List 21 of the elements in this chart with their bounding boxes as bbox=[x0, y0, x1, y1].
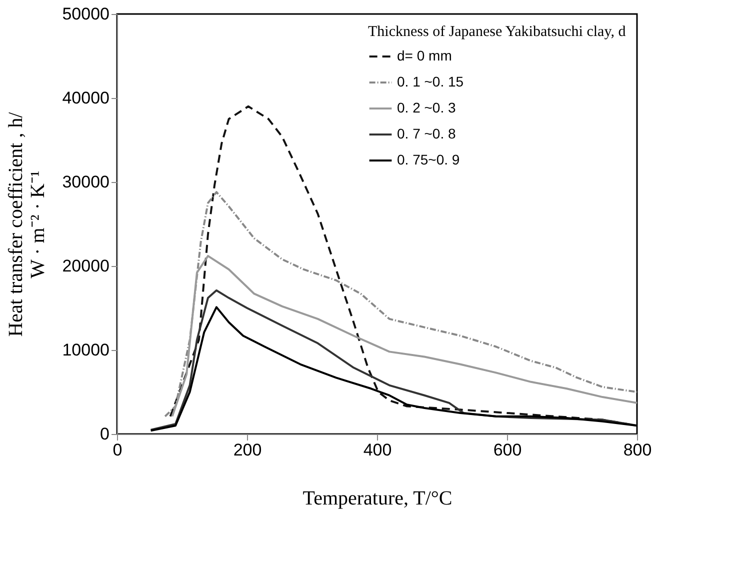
x-tick-label: 0 bbox=[112, 440, 122, 460]
y-tick-label: 30000 bbox=[62, 172, 110, 192]
x-tick-label: 200 bbox=[233, 440, 262, 460]
line-series bbox=[171, 254, 638, 418]
legend-label: d= 0 mm bbox=[397, 48, 452, 64]
legend-label: 0. 75~0. 9 bbox=[397, 152, 460, 168]
y-tick-label: 50000 bbox=[62, 4, 110, 24]
legend-label: 0. 2 ~0. 3 bbox=[397, 100, 456, 116]
y-tick-label: 0 bbox=[100, 424, 110, 444]
legend-label: 0. 1 ~0. 15 bbox=[397, 74, 464, 90]
x-tick-label: 800 bbox=[623, 440, 652, 460]
y-tick-label: 20000 bbox=[62, 256, 110, 276]
y-axis-title: Heat transfer coefficient , h/ W · m⁻² · K⁻¹ bbox=[5, 112, 50, 337]
y-tick-label: 10000 bbox=[62, 340, 110, 360]
x-tick-label: 600 bbox=[493, 440, 522, 460]
x-tick-label: 400 bbox=[363, 440, 392, 460]
legend-label: 0. 7 ~0. 8 bbox=[397, 126, 456, 142]
x-axis-title: Temperature, T/°C bbox=[302, 488, 452, 510]
y-tick-label: 40000 bbox=[62, 88, 110, 108]
line-series bbox=[164, 191, 638, 418]
legend-title: Thickness of Japanese Yakibatsuchi clay, d bbox=[368, 24, 626, 40]
